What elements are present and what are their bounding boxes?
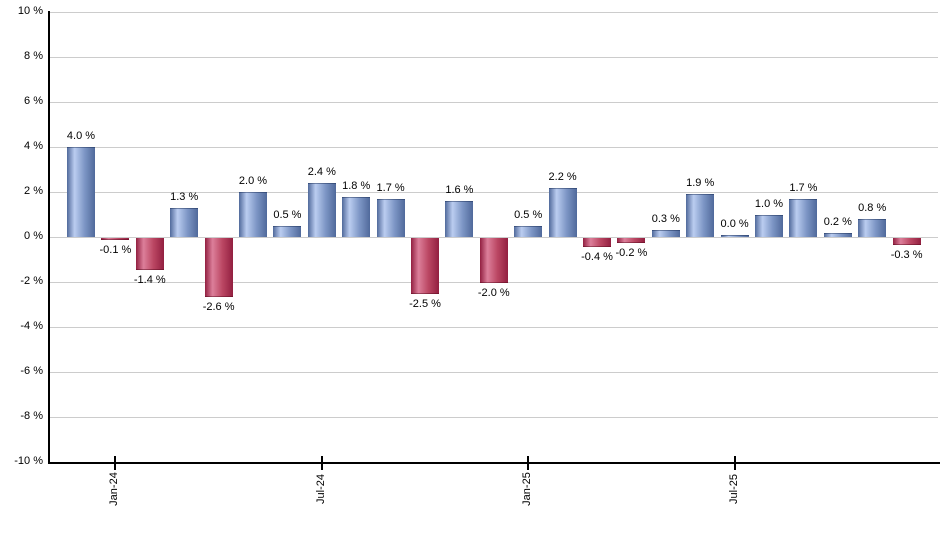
bar-value-label: 1.9 % [686, 177, 715, 190]
bar[interactable] [823, 232, 852, 237]
bar-value-label: -0.1 % [99, 244, 132, 257]
bar[interactable] [686, 194, 715, 237]
bar-value-label: 2.0 % [238, 175, 268, 187]
x-axis-tick [114, 456, 117, 470]
y-tick-label: 4 % [24, 140, 43, 152]
bar-value-label: -1.4 % [133, 273, 166, 286]
bar-value-label: -0.2 % [615, 246, 648, 259]
bar[interactable] [651, 230, 680, 237]
bar-value-label: 0.5 % [273, 208, 302, 221]
bar-value-label: 0.8 % [858, 202, 887, 214]
bar[interactable] [67, 147, 95, 237]
bar-value-label: 1.7 % [789, 181, 818, 194]
bar[interactable] [789, 198, 818, 237]
bar[interactable] [239, 192, 267, 237]
bar[interactable] [858, 219, 887, 237]
gridline--8 [48, 417, 938, 418]
y-tick-label: 8 % [24, 50, 43, 62]
bar-value-label: 1.6 % [445, 184, 474, 196]
bar-value-label: -2.5 % [409, 298, 441, 311]
bar[interactable] [720, 235, 749, 237]
bar[interactable] [342, 196, 371, 237]
gridline-0 [48, 237, 938, 238]
x-axis-tick [320, 456, 323, 470]
x-axis-tick [733, 456, 736, 470]
bar-value-label: 0.2 % [823, 215, 852, 228]
bar-value-label: 0.3 % [651, 213, 680, 226]
bar[interactable] [514, 225, 543, 237]
gridline--4 [48, 327, 938, 328]
bar-value-label: 1.3 % [170, 190, 199, 203]
bar-value-label: 1.8 % [342, 179, 371, 192]
bar-value-label: 2.2 % [548, 170, 577, 183]
x-axis-line [48, 462, 940, 464]
gridline-10 [48, 12, 938, 13]
bar[interactable] [101, 238, 130, 241]
bar[interactable] [755, 214, 783, 237]
y-tick-label: -10 % [14, 455, 43, 467]
bar-value-label: -0.3 % [890, 248, 923, 261]
y-axis-line [48, 11, 50, 464]
gridline-6 [48, 102, 938, 103]
bar-value-label: 0.0 % [720, 218, 749, 230]
x-axis-month-label: Jan-24 [108, 472, 121, 506]
x-axis-month-label: Jul-24 [314, 474, 327, 504]
x-axis-tick [527, 456, 530, 470]
y-tick-label: -6 % [20, 365, 43, 377]
x-axis-month-label: Jan-25 [521, 472, 534, 506]
y-tick-label: -8 % [20, 410, 43, 422]
bar[interactable] [170, 207, 199, 237]
y-tick-label: -4 % [20, 320, 43, 332]
y-tick-label: 0 % [24, 230, 43, 242]
gridline--6 [48, 372, 938, 373]
bar-value-label: 1.0 % [754, 197, 784, 210]
bar[interactable] [583, 238, 611, 247]
bar-value-label: 0.5 % [514, 208, 543, 221]
bar[interactable] [204, 238, 233, 297]
gridline-4 [48, 147, 938, 148]
bar-value-label: -0.4 % [581, 251, 613, 263]
bar-value-label: 1.7 % [376, 181, 405, 194]
bar[interactable] [892, 238, 921, 245]
bar[interactable] [445, 201, 474, 237]
y-tick-label: 2 % [24, 185, 43, 197]
x-axis-month-label: Jul-25 [727, 474, 740, 504]
bar[interactable] [135, 238, 164, 270]
bar[interactable] [376, 198, 405, 237]
y-tick-label: 10 % [17, 5, 43, 17]
bar-value-label: 4.0 % [66, 130, 96, 142]
gridline-2 [48, 192, 938, 193]
bar[interactable] [307, 183, 336, 237]
bar-value-label: 2.4 % [307, 166, 336, 178]
bar-value-label: -2.6 % [202, 300, 235, 313]
bar[interactable] [411, 238, 439, 295]
bar[interactable] [548, 187, 577, 237]
bar[interactable] [617, 238, 646, 243]
bar[interactable] [273, 225, 302, 237]
y-tick-label: -2 % [20, 275, 43, 287]
bar-value-label: -2.0 % [477, 287, 510, 299]
bar[interactable] [479, 238, 508, 283]
gridline-8 [48, 57, 938, 58]
y-tick-label: 6 % [24, 95, 43, 107]
